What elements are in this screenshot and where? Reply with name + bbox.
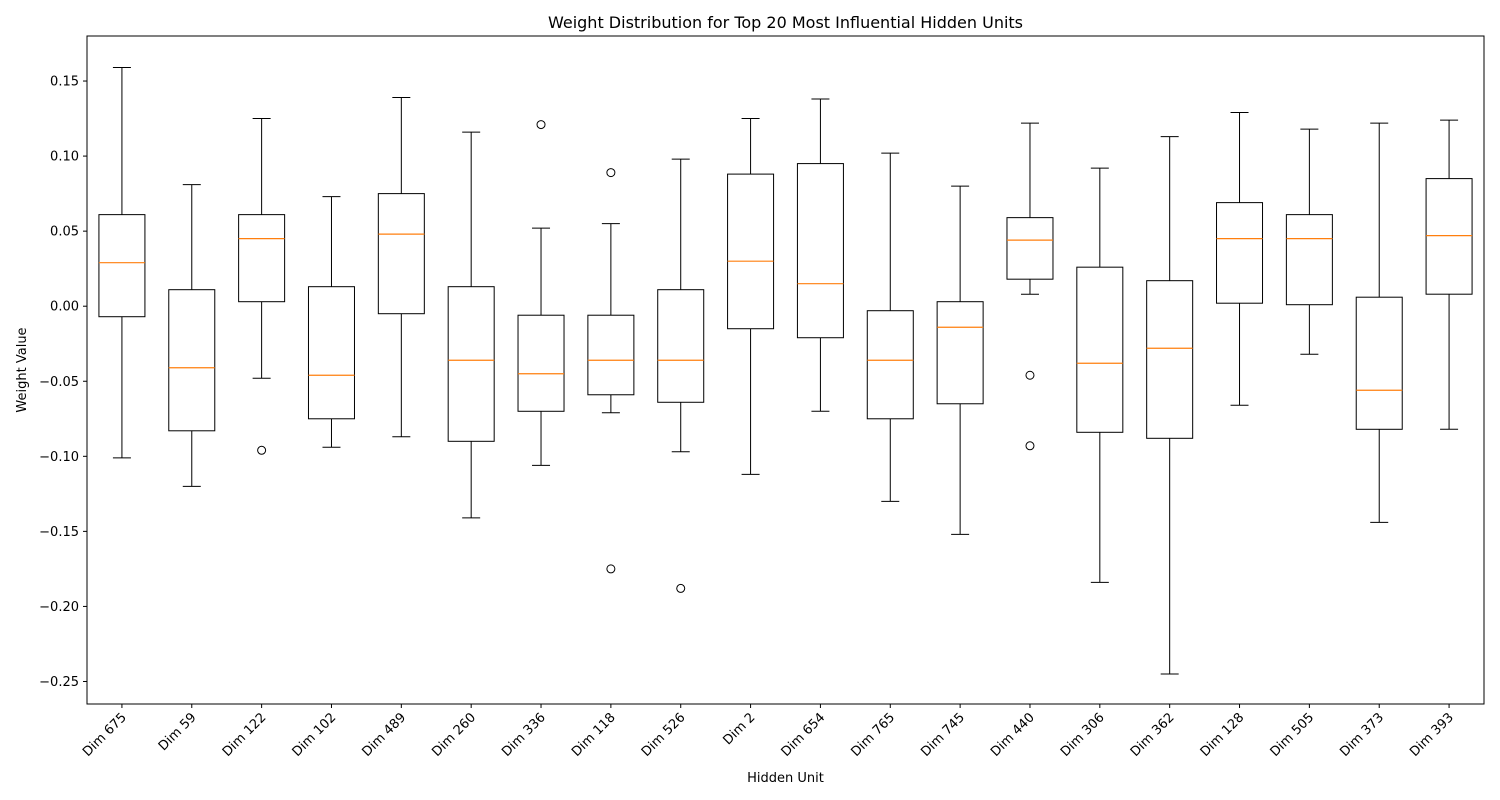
iqr-box — [866, 310, 914, 420]
box-11 — [866, 152, 914, 502]
x-tick-label: Dim 489 — [359, 710, 409, 760]
x-tick-label: Dim 362 — [1128, 710, 1178, 760]
iqr-box — [1076, 266, 1124, 433]
x-tick-label: Dim 675 — [80, 710, 130, 760]
box-group — [98, 67, 1473, 675]
iqr-box — [377, 193, 425, 315]
y-tick-label: −0.05 — [39, 375, 79, 390]
x-axis-label: Hidden Unit — [747, 771, 824, 786]
box-16 — [1216, 112, 1264, 406]
box-8 — [657, 158, 705, 593]
box-13 — [1006, 122, 1054, 451]
box-6 — [517, 120, 565, 466]
plot-frame — [86, 35, 1485, 705]
chart-title: Weight Distribution for Top 20 Most Infl… — [548, 13, 1023, 32]
box-4 — [377, 97, 425, 438]
x-axis: Dim 675 Dim 59 Dim 122 Dim 102 Dim 489 Dim 26… — [80, 704, 1457, 760]
box-10 — [796, 98, 844, 412]
y-tick-label: 0.05 — [50, 225, 79, 240]
outlier-point — [1025, 370, 1035, 380]
y-tick-label: 0.00 — [50, 300, 79, 315]
box-5 — [447, 131, 495, 519]
iqr-box — [98, 214, 146, 318]
x-tick-label: Dim 654 — [779, 710, 829, 760]
iqr-box — [1285, 214, 1333, 306]
box-15 — [1146, 136, 1194, 675]
box-17 — [1285, 128, 1333, 355]
x-tick-label: Dim 440 — [988, 710, 1038, 760]
y-tick-label: −0.15 — [39, 525, 79, 540]
iqr-box — [307, 286, 355, 420]
x-tick-label: Dim 260 — [429, 710, 479, 760]
iqr-box — [936, 301, 984, 405]
outlier-point — [536, 120, 546, 130]
x-tick-label: Dim 59 — [156, 710, 200, 754]
iqr-box — [1355, 296, 1403, 430]
x-tick-label: Dim 765 — [848, 710, 898, 760]
x-tick-label: Dim 2 — [720, 710, 758, 748]
x-tick-label: Dim 122 — [220, 710, 270, 760]
box-1 — [168, 184, 216, 487]
y-axis: −0.25 −0.20 −0.15 −0.10 −0.05 0.00 0.05 0.10 0.1… — [39, 75, 87, 690]
y-tick-label: −0.20 — [39, 600, 79, 615]
outlier-point — [606, 564, 616, 574]
x-tick-label: Dim 306 — [1058, 710, 1108, 760]
y-tick-label: −0.10 — [39, 450, 79, 465]
outlier-point — [606, 168, 616, 178]
iqr-box — [168, 289, 216, 432]
x-tick-label: Dim 505 — [1268, 710, 1318, 760]
x-tick-label: Dim 745 — [918, 710, 968, 760]
box-2 — [238, 118, 286, 455]
box-0 — [98, 67, 146, 459]
iqr-box — [238, 214, 286, 303]
x-tick-label: Dim 336 — [499, 710, 549, 760]
iqr-box — [587, 314, 635, 396]
box-14 — [1076, 167, 1124, 583]
iqr-box — [1216, 202, 1264, 304]
box-7 — [587, 168, 635, 574]
y-tick-label: 0.10 — [50, 150, 79, 165]
outlier-point — [1025, 441, 1035, 451]
x-tick-label: Dim 526 — [639, 710, 689, 760]
x-tick-label: Dim 393 — [1407, 710, 1457, 760]
box-18 — [1355, 122, 1403, 523]
outlier-point — [257, 445, 267, 455]
iqr-box — [1146, 280, 1194, 439]
y-tick-label: −0.25 — [39, 675, 79, 690]
iqr-box — [727, 173, 775, 330]
iqr-box — [1006, 217, 1054, 280]
iqr-box — [657, 289, 705, 403]
iqr-box — [1425, 178, 1473, 295]
box-3 — [307, 196, 355, 448]
x-tick-label: Dim 102 — [290, 710, 340, 760]
iqr-box — [447, 286, 495, 442]
iqr-box — [517, 314, 565, 412]
y-axis-label: Weight Value — [15, 327, 30, 412]
y-tick-label: 0.15 — [50, 75, 79, 90]
outlier-point — [676, 583, 686, 593]
x-tick-label: Dim 118 — [569, 710, 619, 760]
box-9 — [727, 118, 775, 475]
iqr-box — [796, 163, 844, 339]
box-19 — [1425, 119, 1473, 430]
box-12 — [936, 185, 984, 535]
x-tick-label: Dim 128 — [1198, 710, 1248, 760]
x-tick-label: Dim 373 — [1337, 710, 1387, 760]
